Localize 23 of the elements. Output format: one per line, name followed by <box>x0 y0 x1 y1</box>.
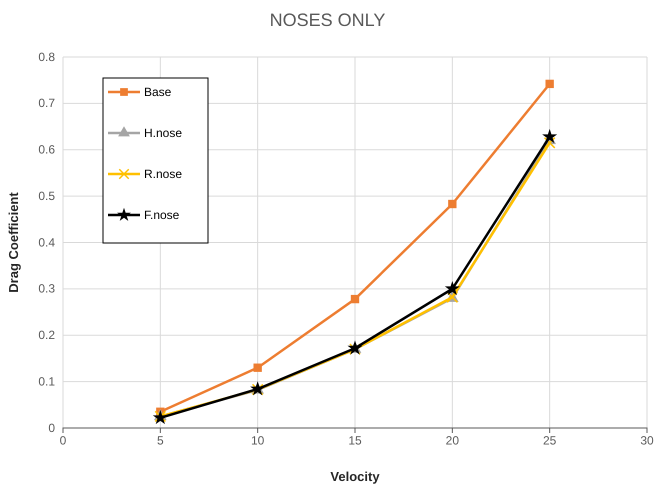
y-axis-title: Drag Coefficient <box>6 192 21 293</box>
legend-label: Base <box>144 85 172 99</box>
x-tick-label: 0 <box>60 434 67 448</box>
x-tick-label: 25 <box>542 434 557 448</box>
x-tick-label: 15 <box>348 434 362 448</box>
y-tick-label: 0.2 <box>38 328 56 342</box>
chart-title: NOSES ONLY <box>270 10 386 30</box>
y-tick-label: 0 <box>48 420 56 435</box>
y-tick-label: 0.1 <box>38 374 56 388</box>
x-tick-label: 20 <box>446 434 460 448</box>
y-tick-label: 0.5 <box>38 188 56 203</box>
y-tick-label: 0.8 <box>38 50 56 64</box>
y-tick-label: 0.6 <box>38 142 56 157</box>
legend-label: F.nose <box>144 208 180 222</box>
x-tick-label: 10 <box>250 434 265 448</box>
legend-label: R.nose <box>144 167 182 181</box>
x-tick-label: 5 <box>156 434 164 448</box>
y-tick-label: 0.4 <box>38 235 56 250</box>
legend-label: H.nose <box>144 126 182 140</box>
x-tick-label: 30 <box>640 434 654 448</box>
x-axis-title: Velocity <box>330 469 380 484</box>
y-tick-label: 0.7 <box>38 96 56 110</box>
y-tick-label: 0.3 <box>38 282 56 296</box>
